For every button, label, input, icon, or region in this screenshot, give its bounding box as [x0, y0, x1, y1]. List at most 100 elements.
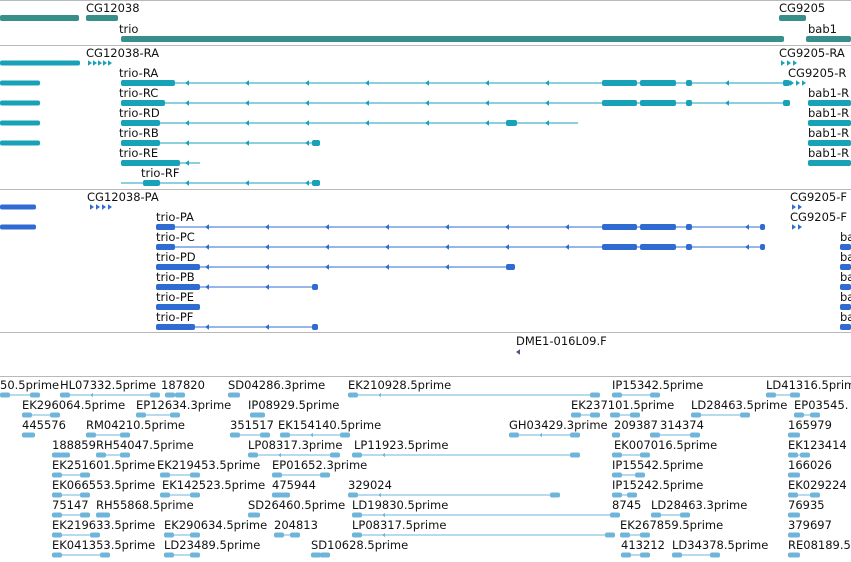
- est-label[interactable]: 50.5prime: [0, 378, 60, 392]
- strand-arrow[interactable]: [382, 532, 385, 538]
- est-block[interactable]: [25, 432, 35, 438]
- transcript-label[interactable]: bab1-R: [808, 146, 850, 160]
- strand-arrow[interactable]: [665, 80, 669, 86]
- strand-arrow[interactable]: [565, 244, 569, 250]
- est-block[interactable]: [612, 432, 620, 438]
- est-block[interactable]: [570, 432, 580, 438]
- transcript-label[interactable]: bab1-R: [808, 126, 850, 140]
- est-label[interactable]: LP11923.5prime: [354, 438, 449, 452]
- est-block[interactable]: [190, 492, 200, 498]
- est-block[interactable]: [690, 432, 700, 438]
- est-block[interactable]: [790, 552, 800, 558]
- strand-arrow[interactable]: [245, 180, 249, 186]
- est-block[interactable]: [170, 412, 180, 418]
- est-label[interactable]: 351517: [230, 418, 274, 432]
- protein-label[interactable]: bal: [840, 290, 851, 304]
- transcript-exon[interactable]: [783, 100, 790, 106]
- est-block[interactable]: [52, 452, 62, 458]
- est-label[interactable]: HL07332.5prime: [60, 378, 157, 392]
- est-label[interactable]: 8745: [612, 498, 642, 512]
- est-label[interactable]: EK290634.5prime: [164, 518, 268, 532]
- strand-arrow[interactable]: [382, 452, 385, 458]
- est-block[interactable]: [260, 432, 270, 438]
- transcript-exon[interactable]: [808, 160, 851, 166]
- strand-arrow[interactable]: [102, 204, 106, 210]
- strand-arrow[interactable]: [781, 60, 785, 66]
- strand-arrow[interactable]: [792, 204, 796, 210]
- est-label[interactable]: 413212: [621, 538, 665, 552]
- strand-arrow[interactable]: [265, 284, 269, 290]
- gene-glyph[interactable]: [121, 36, 784, 42]
- est-block[interactable]: [52, 472, 62, 478]
- strand-arrow[interactable]: [385, 224, 389, 230]
- est-label[interactable]: LD34378.5prime: [672, 538, 769, 552]
- protein-exon[interactable]: [0, 224, 36, 230]
- protein-exon[interactable]: [156, 264, 200, 270]
- est-block[interactable]: [86, 432, 96, 438]
- transcript-exon[interactable]: [808, 120, 851, 126]
- transcript-label[interactable]: bab1-R: [808, 106, 850, 120]
- strand-arrow[interactable]: [605, 100, 609, 106]
- protein-label[interactable]: trio-PE: [156, 290, 195, 304]
- protein-exon[interactable]: [840, 284, 851, 290]
- est-block[interactable]: [120, 452, 130, 458]
- est-block[interactable]: [766, 392, 776, 398]
- est-block[interactable]: [640, 452, 650, 458]
- transcript-exon[interactable]: [808, 100, 851, 106]
- est-block[interactable]: [22, 412, 32, 418]
- est-label[interactable]: EK251601.5prime: [52, 458, 156, 472]
- strand-arrow[interactable]: [88, 60, 92, 66]
- est-label[interactable]: 329024: [348, 478, 392, 492]
- est-block[interactable]: [790, 392, 800, 398]
- est-block[interactable]: [90, 532, 100, 538]
- est-label[interactable]: IP08929.5prime: [248, 398, 340, 412]
- est-label[interactable]: EK142523.5prime: [162, 478, 266, 492]
- est-label[interactable]: EK029224: [788, 478, 847, 492]
- est-block[interactable]: [60, 452, 70, 458]
- transcript-exon[interactable]: [121, 140, 160, 146]
- strand-arrow[interactable]: [485, 120, 489, 126]
- est-block[interactable]: [272, 472, 282, 478]
- transcript-exon[interactable]: [121, 120, 160, 126]
- strand-arrow[interactable]: [445, 244, 449, 250]
- est-block[interactable]: [710, 552, 720, 558]
- est-block[interactable]: [190, 552, 200, 558]
- est-block[interactable]: [164, 532, 174, 538]
- est-block[interactable]: [30, 392, 40, 398]
- transcript-label[interactable]: trio-RB: [119, 126, 159, 140]
- protein-label[interactable]: trio-PA: [156, 210, 194, 224]
- est-block[interactable]: [100, 512, 110, 518]
- strand-arrow[interactable]: [325, 264, 329, 270]
- transcript-label[interactable]: trio-RE: [119, 146, 159, 160]
- transcript-exon[interactable]: [686, 80, 692, 86]
- strand-arrow[interactable]: [505, 244, 509, 250]
- est-block[interactable]: [348, 492, 358, 498]
- est-block[interactable]: [352, 532, 362, 538]
- transcript-exon[interactable]: [602, 100, 637, 106]
- protein-label[interactable]: bal: [840, 270, 851, 284]
- est-block[interactable]: [691, 412, 701, 418]
- est-block[interactable]: [590, 412, 600, 418]
- strand-arrow[interactable]: [485, 100, 489, 106]
- est-block[interactable]: [650, 392, 660, 398]
- gene-glyph[interactable]: [779, 15, 806, 21]
- est-label[interactable]: 445576: [22, 418, 66, 432]
- protein-exon[interactable]: [640, 244, 676, 250]
- est-label[interactable]: EK267859.5prime: [620, 518, 724, 532]
- est-label[interactable]: 379697: [788, 518, 832, 532]
- transcript-label[interactable]: trio-RA: [119, 66, 159, 80]
- strand-arrow[interactable]: [325, 244, 329, 250]
- strand-arrow[interactable]: [725, 100, 729, 106]
- est-label[interactable]: EP12634.3prime: [136, 398, 232, 412]
- est-block[interactable]: [790, 472, 800, 478]
- est-block[interactable]: [80, 472, 90, 478]
- est-block[interactable]: [96, 452, 106, 458]
- est-label[interactable]: LD19830.5prime: [352, 498, 449, 512]
- est-block[interactable]: [790, 432, 800, 438]
- est-block[interactable]: [274, 532, 284, 538]
- strand-arrow[interactable]: [793, 60, 797, 66]
- est-block[interactable]: [175, 392, 185, 398]
- est-block[interactable]: [610, 512, 620, 518]
- est-block[interactable]: [790, 512, 800, 518]
- est-block[interactable]: [620, 532, 630, 538]
